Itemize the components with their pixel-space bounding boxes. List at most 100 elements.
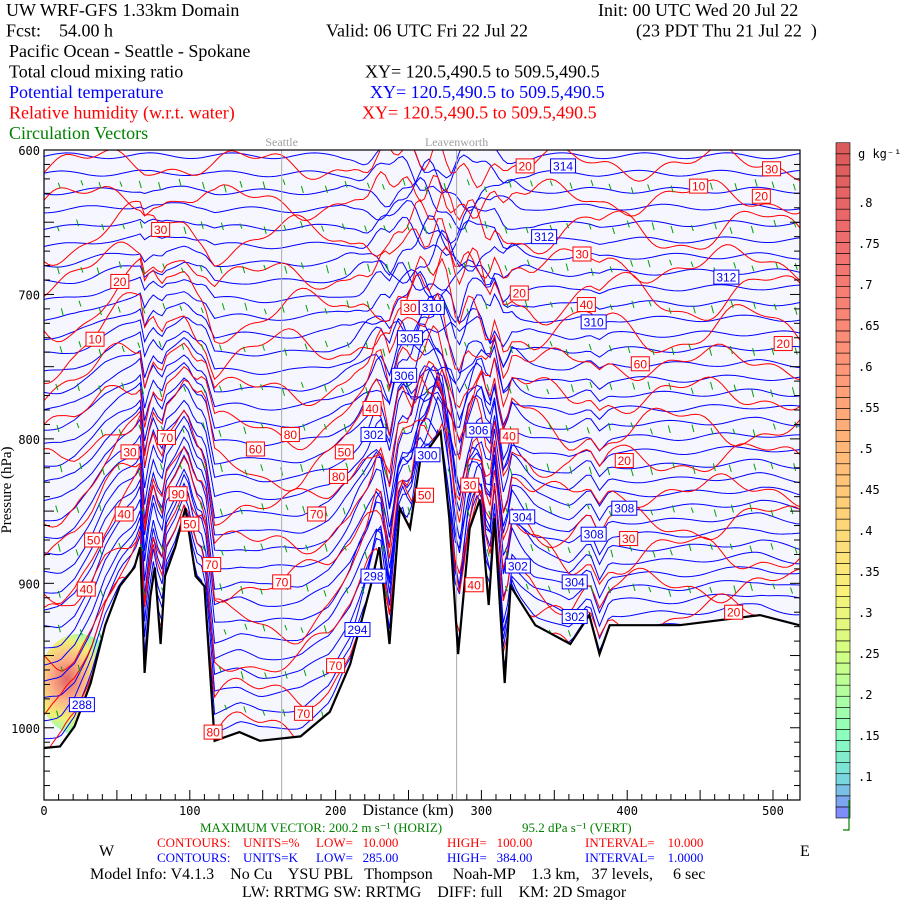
colorbar-bin <box>835 563 851 575</box>
circulation-vector <box>754 179 758 187</box>
circulation-vector <box>530 544 534 552</box>
circulation-vector <box>773 303 777 311</box>
rh-contour-label-box <box>203 724 223 740</box>
rh-contour-label-box <box>509 285 529 301</box>
rh-contour-line <box>44 150 800 189</box>
theta-contour-label-box <box>561 609 588 625</box>
rh-contour-label: 40 <box>80 583 94 597</box>
rh-contour-label: 30 <box>123 445 137 459</box>
circulation-vector <box>525 464 529 473</box>
x-axis-label: Distance (km) <box>362 802 453 819</box>
circulation-vector <box>159 504 163 512</box>
terrain-underground <box>44 431 800 800</box>
east-label: E <box>800 843 810 860</box>
circulation-vector <box>344 180 348 188</box>
max-vector-vert: 95.2 dPa s⁻¹ (VERT) <box>522 820 632 835</box>
circulation-vector <box>525 583 529 590</box>
colorbar-bin <box>835 374 851 387</box>
circulation-vector <box>710 427 714 435</box>
circulation-vector <box>121 382 125 389</box>
circulation-vector <box>323 590 327 597</box>
circulation-vector <box>407 506 411 515</box>
circulation-vector <box>712 463 716 472</box>
circulation-vector <box>282 388 285 396</box>
circulation-vector <box>549 341 553 347</box>
circulation-vector <box>504 226 508 234</box>
field-name-rh: Relative humidity (w.r.t. water) <box>9 103 235 124</box>
theta-contour-label: 312 <box>534 230 554 244</box>
circulation-vector <box>692 466 696 474</box>
theta-contour-label: 308 <box>614 502 634 516</box>
circulation-vector <box>630 422 634 429</box>
colorbar-bin <box>835 585 851 597</box>
circulation-vector <box>528 426 532 434</box>
y-tick-label: 800 <box>18 433 40 447</box>
place-marker-label: Seattle <box>265 135 298 149</box>
circulation-vector <box>159 389 163 398</box>
colorbar-bin <box>835 197 851 210</box>
circulation-vector <box>527 343 531 350</box>
circulation-vector <box>382 508 386 516</box>
circulation-vector <box>509 468 513 477</box>
theta-contours-label: CONTOURS: <box>157 850 230 865</box>
circulation-vector <box>609 383 613 391</box>
circulation-vector <box>589 381 593 389</box>
rh-contour-label: 10 <box>692 180 706 194</box>
circulation-vector <box>324 308 328 314</box>
field-xy-theta: XY= 120.5,490.5 to 509.5,490.5 <box>370 82 605 102</box>
circulation-vector <box>343 545 347 551</box>
circulation-vector <box>730 300 734 308</box>
circulation-vector <box>321 225 325 232</box>
circulation-vector <box>464 226 468 233</box>
circulation-vector <box>565 425 569 432</box>
colorbar-tick-label: .35 <box>858 565 880 579</box>
circulation-vector <box>402 427 406 434</box>
circulation-vector <box>688 586 692 594</box>
colorbar-tick-label: .2 <box>858 688 872 702</box>
circulation-vector <box>218 429 222 438</box>
theta-contour-label-box <box>360 568 387 584</box>
circulation-vector <box>729 543 733 550</box>
circulation-vector <box>651 222 655 231</box>
circulation-vector <box>345 462 349 469</box>
colorbar-bin <box>835 452 851 465</box>
circulation-vector <box>239 180 243 188</box>
rh-contour-label: 70 <box>275 575 289 589</box>
rh-contour-label-box <box>76 581 96 597</box>
circulation-vector <box>218 665 222 672</box>
x-tick-label: 0 <box>40 804 47 818</box>
rh-contour-label: 80 <box>284 428 298 442</box>
circulation-vector <box>56 424 60 433</box>
circulation-vector <box>76 422 80 429</box>
circulation-vector <box>770 543 774 550</box>
rh-contour-label: 30 <box>154 223 168 237</box>
circulation-vector <box>179 305 183 311</box>
theta-contour-line <box>44 270 800 346</box>
circulation-vector <box>118 429 122 437</box>
theta-contour-line <box>44 289 800 357</box>
rh-contour-label-box <box>110 273 130 289</box>
circulation-vector <box>57 624 61 633</box>
colorbar-bin <box>835 529 851 542</box>
model-info: Model Info: V4.1.3 No Cu YSU PBL Thompso… <box>90 866 705 883</box>
circulation-vector <box>305 583 309 592</box>
circulation-vector <box>590 179 594 187</box>
circulation-vector <box>570 384 574 393</box>
circulation-vector <box>672 462 676 469</box>
theta-contour-label-box <box>68 697 95 713</box>
rh-contour-label: 20 <box>755 190 769 204</box>
circulation-vector <box>281 305 285 313</box>
circulation-vector <box>284 348 288 356</box>
colorbar-bin <box>835 463 851 476</box>
circulation-vector <box>752 429 756 438</box>
colorbar-bin <box>835 330 851 343</box>
theta-contour-line <box>44 199 800 245</box>
colorbar-bin <box>835 540 851 553</box>
rh-contour-label-box <box>415 487 435 503</box>
circulation-vector <box>383 225 387 231</box>
circulation-vector <box>671 347 675 355</box>
rh-contour-label: 40 <box>502 429 516 443</box>
circulation-vector <box>96 267 100 275</box>
circulation-vector <box>606 466 610 476</box>
